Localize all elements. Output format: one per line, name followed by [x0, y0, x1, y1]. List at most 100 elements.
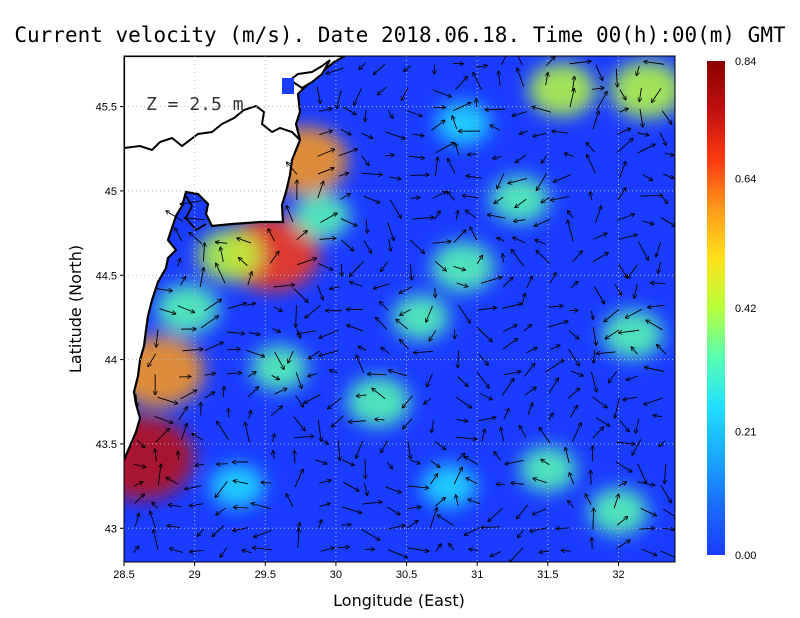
velocity-arrow — [317, 181, 324, 199]
velocity-arrow — [317, 168, 334, 175]
velocity-arrow — [153, 530, 159, 551]
velocity-arrow — [295, 395, 304, 407]
velocity-arrow — [661, 110, 671, 124]
velocity-arrow — [516, 56, 523, 66]
velocity-arrow — [287, 162, 298, 175]
velocity-arrow — [570, 370, 583, 376]
velocity-arrow — [247, 272, 252, 286]
velocity-arrow — [664, 463, 665, 484]
velocity-arrow — [319, 350, 339, 356]
velocity-arrow — [388, 525, 405, 530]
velocity-arrow — [469, 549, 479, 550]
velocity-arrow — [227, 303, 246, 309]
velocity-arrow — [402, 87, 409, 100]
velocity-arrow — [637, 144, 655, 154]
velocity-arrow — [618, 235, 637, 240]
velocity-arrow — [463, 196, 479, 198]
velocity-arrow — [532, 107, 552, 113]
velocity-arrow — [657, 345, 667, 355]
velocity-arrow — [465, 527, 480, 535]
depth-annotation: Z = 2.5 m — [146, 94, 244, 115]
velocity-arrow — [309, 350, 320, 359]
velocity-arrow — [663, 508, 675, 519]
velocity-arrow — [520, 130, 529, 134]
velocity-arrow — [361, 133, 372, 138]
plot-frame — [123, 55, 676, 563]
velocity-arrow — [356, 355, 365, 373]
velocity-arrow — [136, 393, 137, 406]
velocity-arrow — [234, 507, 249, 508]
velocity-arrow — [358, 347, 367, 351]
velocity-vectors — [133, 56, 675, 562]
velocity-arrow — [261, 482, 272, 483]
colorbar-tick-label-1: 0.21 — [735, 427, 756, 439]
velocity-arrow — [150, 511, 156, 529]
velocity-arrow — [641, 548, 657, 555]
velocity-arrow — [616, 540, 630, 549]
velocity-arrow — [431, 120, 444, 131]
velocity-arrow — [364, 483, 367, 496]
velocity-arrow — [548, 306, 562, 308]
velocity-arrow — [476, 99, 477, 108]
coastline-detail — [124, 104, 301, 152]
velocity-arrow — [247, 372, 256, 378]
velocity-arrow — [593, 233, 607, 240]
speed-hotspot-19 — [251, 345, 308, 391]
velocity-arrow — [541, 155, 548, 163]
velocity-arrow — [503, 372, 521, 376]
velocity-arrow — [656, 242, 662, 256]
velocity-arrow — [429, 330, 437, 340]
velocity-arrow — [389, 370, 408, 377]
velocity-arrow — [410, 197, 420, 198]
velocity-arrow — [220, 547, 228, 557]
velocity-arrow — [585, 494, 592, 505]
velocity-arrow — [389, 239, 391, 251]
speed-hotspot-1 — [124, 335, 205, 408]
velocity-arrow — [268, 229, 276, 242]
velocity-arrow — [424, 397, 432, 404]
velocity-arrow — [645, 367, 665, 372]
x-tick-label-5: 31 — [471, 569, 483, 581]
velocity-arrow — [476, 326, 492, 341]
velocity-arrow — [297, 258, 316, 266]
velocity-arrow — [316, 86, 320, 104]
velocity-arrow — [430, 460, 440, 467]
velocity-arrow — [635, 418, 640, 433]
velocity-arrow — [134, 494, 145, 504]
velocity-arrow — [133, 463, 146, 467]
velocity-arrow — [591, 371, 596, 392]
velocity-arrow — [366, 219, 367, 232]
velocity-arrow — [338, 149, 358, 157]
velocity-arrow — [488, 215, 506, 219]
velocity-arrow — [476, 255, 482, 265]
velocity-arrow — [429, 508, 437, 529]
speed-hotspot-0 — [124, 414, 195, 501]
velocity-arrow — [549, 273, 555, 284]
velocity-arrow — [592, 111, 599, 130]
velocity-arrow — [180, 200, 202, 204]
velocity-arrow — [478, 354, 488, 365]
velocity-arrow — [627, 264, 638, 279]
velocity-arrow — [338, 173, 349, 177]
velocity-arrow — [503, 325, 516, 332]
velocity-arrow — [357, 395, 367, 396]
velocity-arrow — [493, 156, 502, 158]
velocity-arrow — [356, 440, 363, 458]
velocity-arrow — [501, 56, 507, 65]
land-mass — [124, 56, 346, 461]
velocity-arrow — [247, 387, 258, 398]
velocity-arrow — [481, 527, 500, 528]
colorbar-tick-label-3: 0.64 — [735, 174, 756, 186]
velocity-arrow — [615, 398, 620, 418]
velocity-arrow — [136, 439, 145, 448]
velocity-arrow — [189, 504, 204, 506]
velocity-arrow — [189, 233, 203, 245]
velocity-arrow — [477, 308, 496, 310]
velocity-arrow — [468, 499, 481, 505]
velocity-arrow — [518, 529, 524, 538]
velocity-arrow — [227, 332, 244, 334]
velocity-arrow — [408, 156, 424, 158]
velocity-arrow — [551, 195, 570, 200]
velocity-arrow — [494, 452, 501, 461]
velocity-arrow — [274, 388, 287, 395]
